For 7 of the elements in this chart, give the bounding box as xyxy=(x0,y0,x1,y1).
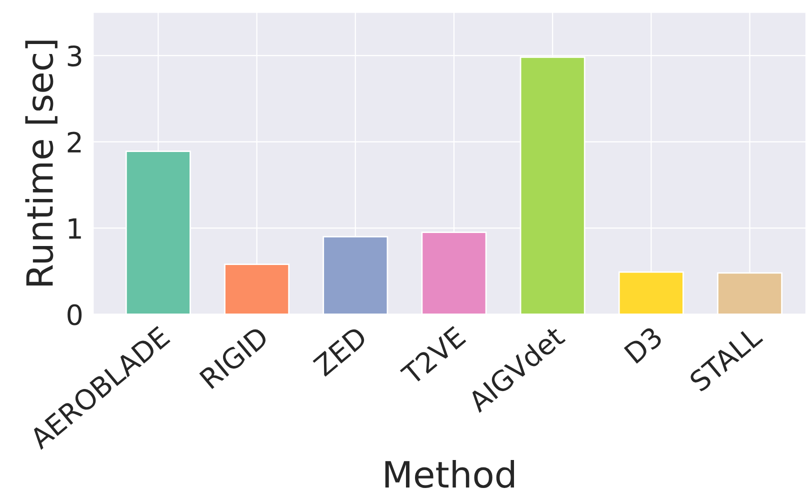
y-tick-label: 1 xyxy=(68,218,81,239)
y-tick-label: 0 xyxy=(68,304,82,326)
y-tick-label: 3 xyxy=(68,45,82,66)
y-tick-label: 2 xyxy=(68,132,81,152)
x-axis-title: Method xyxy=(385,460,514,488)
x-tick-label: D3 xyxy=(624,326,664,364)
y-axis-title: Runtime [sec] xyxy=(25,40,58,286)
